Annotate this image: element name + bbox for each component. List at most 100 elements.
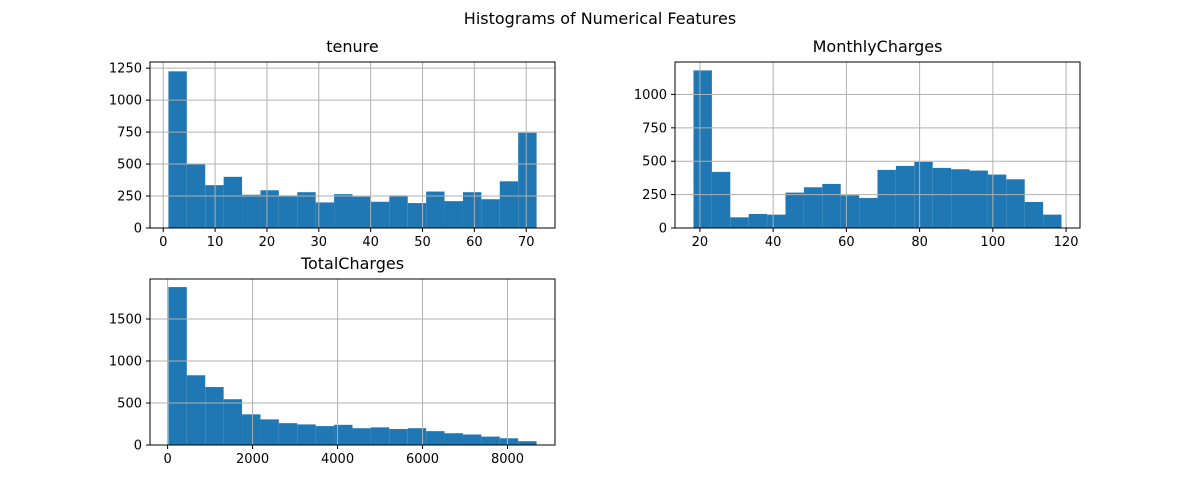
tenure-x-tick-label: 70 (518, 235, 535, 250)
tenure-bar (444, 201, 463, 228)
total-charges-bar (462, 434, 482, 445)
histogram-monthly-charges: MonthlyCharges 20 40 60 80 100 120 0 250 500 750 10… (634, 37, 1081, 250)
tenure-bar (499, 181, 519, 228)
tenure-bar (370, 201, 390, 228)
total-charges-y-tick-label: 1500 (109, 312, 142, 327)
monthly-charges-y-tick-label: 0 (659, 222, 667, 237)
total-charges-bar (499, 438, 519, 445)
tenure-y-tick-label: 500 (117, 158, 142, 173)
tenure-bar (481, 199, 500, 228)
monthly-charges-title: MonthlyCharges (813, 37, 943, 56)
tenure-x-tick-label: 30 (311, 235, 328, 250)
total-charges-x-tick-label: 4000 (321, 452, 354, 467)
tenure-x-tick-label: 20 (259, 235, 276, 250)
tenure-y-tick-label: 1250 (109, 62, 142, 77)
total-charges-x-tick-label: 8000 (491, 452, 524, 467)
tenure-y-tick-label: 1000 (109, 94, 142, 109)
total-charges-x-tick-label: 0 (163, 452, 171, 467)
tenure-bar (407, 203, 427, 228)
monthly-charges-bar (785, 192, 804, 228)
monthly-charges-bar (1006, 179, 1025, 228)
monthly-charges-bar (987, 174, 1007, 228)
monthly-charges-bar (730, 217, 749, 228)
tenure-x-tick-label: 40 (362, 235, 379, 250)
tenure-x-tick-label: 60 (466, 235, 483, 250)
figure-title: Histograms of Numerical Features (464, 9, 736, 28)
monthly-charges-x-tick-label: 100 (980, 235, 1005, 250)
monthly-charges-x-tick-label: 20 (692, 235, 709, 250)
monthly-charges-bar (932, 167, 952, 228)
total-charges-axes-frame (149, 278, 556, 446)
monthly-charges-bar (969, 170, 988, 228)
monthly-charges-bar (840, 195, 860, 228)
monthly-charges-y-tick-label: 750 (642, 121, 667, 136)
tenure-x-tick-label: 10 (207, 235, 224, 250)
total-charges-bar (297, 424, 316, 445)
tenure-y-tick-label: 250 (117, 190, 142, 205)
monthly-charges-x-tick-label: 60 (838, 235, 855, 250)
monthly-charges-y-tick-label: 500 (642, 155, 667, 170)
tenure-bar (518, 132, 537, 228)
total-charges-bar (426, 431, 445, 445)
tenure-y-tick-label: 0 (134, 222, 142, 237)
total-charges-bar (260, 419, 279, 445)
tenure-bar (223, 176, 243, 228)
monthly-charges-y-tick-label: 1000 (634, 88, 667, 103)
total-charges-y-tick-label: 500 (117, 396, 142, 411)
total-charges-bar (370, 427, 390, 445)
total-charges-x-tick-label: 2000 (236, 452, 269, 467)
tenure-bar (205, 185, 224, 228)
tenure-bar (334, 194, 353, 228)
total-charges-bar (334, 424, 353, 445)
monthly-charges-bar (767, 214, 786, 228)
monthly-charges-bar (877, 169, 896, 228)
tenure-bar (278, 195, 298, 228)
tenure-bar (315, 202, 335, 228)
tenure-bar (426, 191, 445, 228)
histogram-total-charges: TotalCharges 0 2000 4000 6000 8000 0 500 1000 150… (109, 254, 556, 467)
total-charges-bar (278, 423, 298, 445)
total-charges-bar (481, 436, 500, 445)
monthly-charges-bar (1043, 214, 1062, 228)
monthly-charges-x-tick-label: 80 (911, 235, 928, 250)
monthly-charges-bar (951, 169, 970, 228)
tenure-title: tenure (326, 37, 378, 56)
monthly-charges-bar (748, 213, 768, 228)
total-charges-y-tick-label: 1000 (109, 354, 142, 369)
monthly-charges-y-tick-label: 250 (642, 188, 667, 203)
tenure-bar (242, 194, 261, 228)
total-charges-bar (205, 387, 224, 445)
total-charges-bar (444, 433, 463, 445)
total-charges-y-tick-label: 0 (134, 439, 142, 454)
tenure-bar (389, 195, 408, 228)
monthly-charges-x-tick-label: 40 (765, 235, 782, 250)
monthly-charges-bar (711, 171, 731, 228)
monthly-charges-bar (1024, 201, 1044, 228)
tenure-x-tick-label: 50 (414, 235, 431, 250)
monthly-charges-bar (803, 187, 823, 228)
total-charges-x-tick-label: 6000 (406, 452, 439, 467)
tenure-bar (168, 71, 187, 228)
tenure-bar (352, 196, 371, 228)
total-charges-bar (352, 428, 371, 445)
monthly-charges-bar (822, 183, 841, 228)
total-charges-bar (518, 441, 537, 445)
histogram-tenure: tenure 0 10 20 30 40 50 60 70 0 250 500 750 1000 1250 (109, 37, 556, 250)
tenure-bar (260, 190, 279, 228)
total-charges-bar (186, 375, 206, 445)
total-charges-bar (242, 414, 261, 445)
tenure-bar (297, 192, 316, 228)
total-charges-bar (315, 426, 335, 445)
monthly-charges-bar (859, 197, 878, 228)
monthly-charges-axes-frame (674, 61, 1081, 229)
tenure-x-tick-label: 0 (159, 235, 167, 250)
total-charges-bar (223, 399, 243, 445)
total-charges-bar (168, 287, 187, 445)
total-charges-bar (407, 428, 427, 445)
tenure-bar (462, 192, 482, 228)
tenure-axes-frame (149, 61, 556, 229)
monthly-charges-bar (895, 165, 915, 228)
total-charges-bar (389, 429, 408, 445)
tenure-y-tick-label: 750 (117, 126, 142, 141)
